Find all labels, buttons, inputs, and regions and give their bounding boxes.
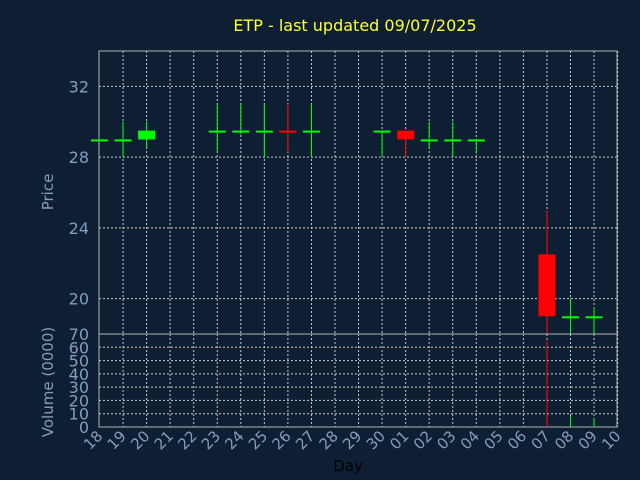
volume-axis-label: Volume (0000) bbox=[39, 327, 57, 437]
volume-panel: 0102030405060701819202122232425262728293… bbox=[69, 325, 625, 453]
volume-tick-label: 70 bbox=[69, 325, 89, 344]
candle-body bbox=[373, 130, 391, 133]
price-tick-label: 24 bbox=[69, 219, 89, 238]
candle-body bbox=[279, 130, 297, 133]
candle-body bbox=[467, 139, 485, 142]
price-axis-label: Price bbox=[39, 174, 57, 211]
candle-body bbox=[255, 130, 273, 133]
price-tick-label: 28 bbox=[69, 148, 89, 167]
volume-tick-label: 30 bbox=[69, 378, 89, 397]
volume-tick-label: 10 bbox=[69, 405, 89, 424]
volume-plot-frame bbox=[98, 333, 618, 428]
candle-body bbox=[208, 130, 226, 133]
volume-tick-label: 20 bbox=[69, 391, 89, 410]
x-axis-label: Day bbox=[333, 457, 363, 475]
price-panel: 20 24 28 32 bbox=[69, 50, 619, 335]
candle-body bbox=[138, 130, 156, 140]
volume-tick-label: 0 bbox=[79, 418, 89, 437]
chart-title: ETP - last updated 09/07/2025 bbox=[233, 16, 476, 35]
candle-body bbox=[420, 139, 438, 142]
candle-body bbox=[114, 139, 132, 142]
volume-tick-label: 40 bbox=[69, 365, 89, 384]
candle-body bbox=[562, 316, 579, 319]
volume-tick-label: 60 bbox=[69, 338, 89, 357]
candle-body bbox=[585, 316, 603, 319]
candle-body bbox=[232, 130, 250, 133]
candle-body bbox=[91, 139, 108, 142]
price-tick-label: 32 bbox=[69, 77, 89, 96]
candle-body bbox=[538, 254, 556, 317]
candle-body bbox=[302, 130, 320, 133]
candle-body bbox=[397, 130, 415, 140]
volume-tick-label: 50 bbox=[69, 352, 89, 371]
candle-body bbox=[444, 139, 462, 142]
price-tick-label: 20 bbox=[69, 290, 89, 309]
